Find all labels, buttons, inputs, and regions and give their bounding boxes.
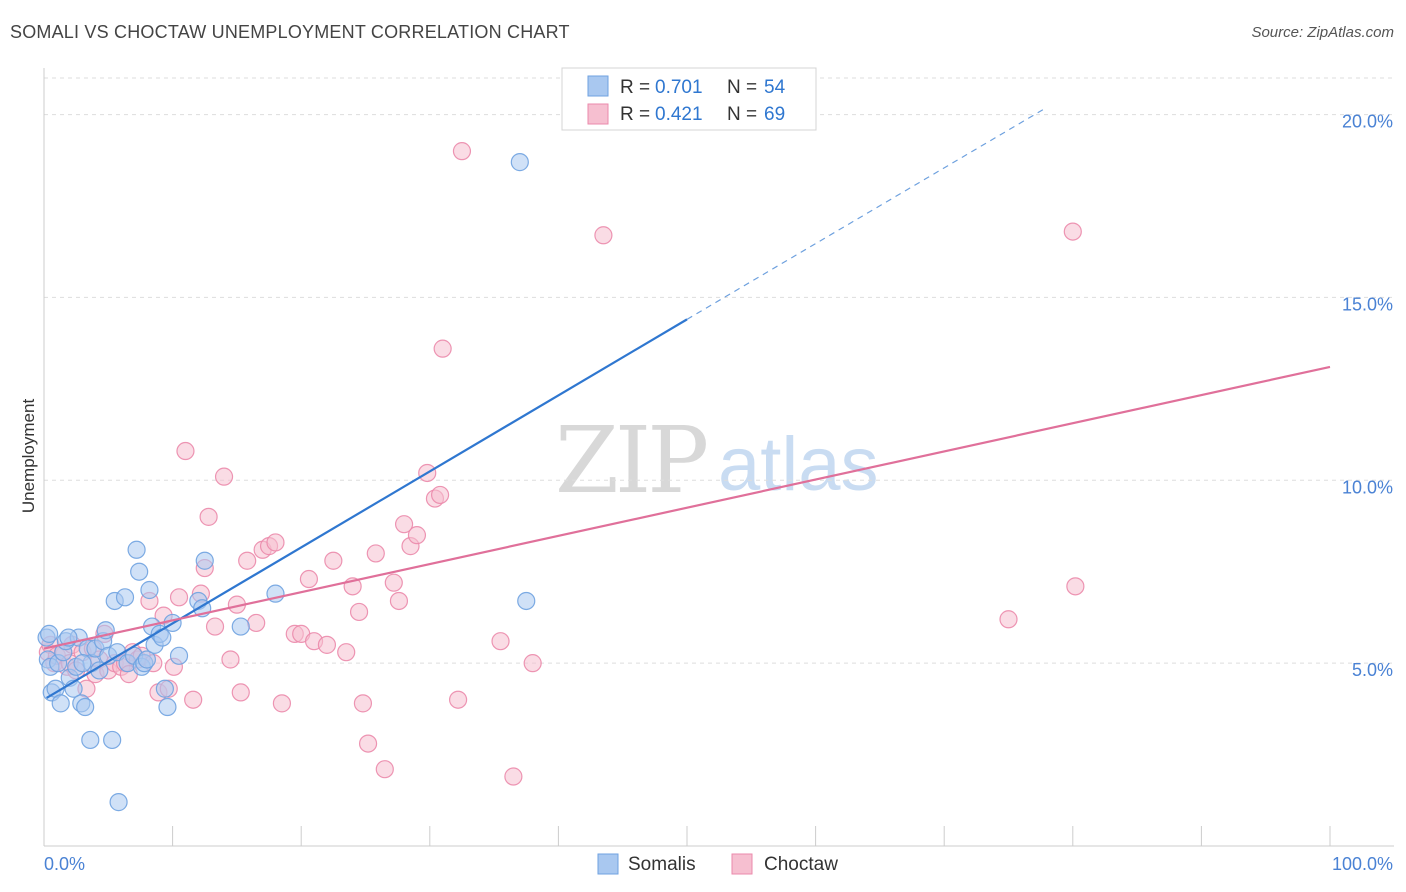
- choctaw-trend-line: [43, 365, 1331, 650]
- choctaw-point: [491, 632, 510, 651]
- somalis-point: [231, 617, 250, 636]
- stats-legend-swatch-choctaw: [587, 103, 609, 125]
- stats-n-label-choctaw: N =: [727, 104, 757, 125]
- stats-legend: R = 0.701 N = 54 R = 0.421 N = 69: [561, 67, 817, 131]
- choctaw-point: [433, 339, 452, 358]
- stats-n-value-somalis: 54: [764, 77, 786, 98]
- somalis-point: [153, 628, 172, 647]
- somalis-point: [73, 654, 92, 673]
- gridlines: [44, 77, 1394, 664]
- choctaw-point: [358, 734, 378, 753]
- y-tick-label: 10.0%: [1342, 477, 1393, 497]
- choctaw-point: [375, 760, 394, 779]
- somalis-trend-extension: [686, 106, 1048, 320]
- choctaw-point: [504, 767, 523, 786]
- choctaw-point: [448, 690, 468, 709]
- choctaw-point: [452, 142, 472, 161]
- choctaw-point: [337, 643, 356, 662]
- legend-label-somalis: Somalis: [628, 854, 696, 875]
- y-tick-label: 20.0%: [1342, 112, 1393, 132]
- trend-lines: [43, 106, 1331, 699]
- chart-title: SOMALI VS CHOCTAW UNEMPLOYMENT CORRELATI…: [10, 22, 570, 42]
- somalis-point: [40, 624, 59, 643]
- choctaw-point: [169, 588, 189, 607]
- watermark-atlas: atlas: [718, 422, 879, 507]
- choctaw-point: [231, 683, 250, 702]
- somalis-point: [90, 661, 109, 680]
- choctaw-point: [214, 467, 234, 486]
- y-axis-tick-labels: 5.0% 10.0% 15.0% 20.0%: [1342, 112, 1393, 681]
- legend-swatch-choctaw: [731, 853, 753, 875]
- somalis-point: [510, 153, 529, 172]
- y-tick-label: 15.0%: [1342, 294, 1393, 314]
- choctaw-point: [199, 507, 218, 526]
- choctaw-point: [523, 654, 542, 673]
- choctaw-point: [1066, 577, 1085, 596]
- somalis-point: [51, 694, 70, 713]
- somalis-point: [127, 540, 146, 559]
- legend-swatch-somalis: [597, 853, 619, 875]
- choctaw-point: [366, 544, 385, 563]
- stats-r-label-somalis: R =: [620, 77, 650, 98]
- choctaw-point: [407, 526, 427, 545]
- choctaw-point: [324, 551, 343, 570]
- stats-n-value-choctaw: 69: [764, 104, 785, 125]
- choctaw-point: [247, 613, 266, 633]
- somalis-point: [103, 730, 122, 750]
- choctaw-point: [205, 617, 225, 636]
- choctaw-point: [299, 569, 319, 589]
- choctaw-point: [384, 573, 403, 592]
- watermark: ZIP atlas: [555, 407, 879, 514]
- choctaw-point: [266, 533, 285, 552]
- choctaw-point: [999, 610, 1018, 629]
- stats-r-label-choctaw: R =: [620, 104, 650, 125]
- somalis-point: [155, 679, 174, 698]
- x-tick-label-max: 100.0%: [1332, 854, 1393, 874]
- somalis-trend-line: [46, 318, 688, 699]
- somalis-point: [195, 551, 214, 570]
- watermark-zip: ZIP: [555, 407, 706, 514]
- stats-n-label-somalis: N =: [727, 77, 757, 98]
- x-axis-ticks: [172, 826, 1331, 846]
- y-tick-label: 5.0%: [1352, 660, 1393, 680]
- y-axis-label: Unemployment: [19, 399, 38, 514]
- somalis-point: [76, 697, 95, 717]
- choctaw-point: [272, 694, 292, 713]
- somalis-point: [81, 730, 100, 750]
- stats-legend-swatch-somalis: [587, 75, 609, 97]
- somalis-point: [137, 650, 156, 669]
- choctaw-point: [389, 591, 409, 611]
- stats-r-value-choctaw: 0.421: [655, 104, 703, 125]
- stats-r-value-somalis: 0.701: [655, 77, 703, 98]
- choctaw-point: [184, 690, 203, 709]
- somalis-point: [517, 591, 536, 611]
- somalis-point: [169, 646, 189, 665]
- choctaw-point: [221, 650, 240, 669]
- somalis-point: [158, 697, 177, 717]
- somalis-point: [140, 580, 159, 600]
- choctaw-point: [394, 515, 414, 534]
- choctaw-point: [317, 635, 337, 654]
- legend-label-choctaw: Choctaw: [764, 854, 838, 875]
- somalis-point: [130, 562, 149, 581]
- choctaw-point: [594, 226, 613, 245]
- choctaw-point: [1063, 222, 1082, 241]
- x-tick-label-min: 0.0%: [44, 854, 85, 874]
- choctaw-point: [430, 485, 450, 505]
- somalis-point: [115, 588, 135, 607]
- somalis-point: [109, 793, 128, 812]
- source-label: Source: ZipAtlas.com: [1251, 24, 1394, 41]
- choctaw-point: [176, 441, 195, 461]
- choctaw-point: [349, 602, 369, 622]
- choctaw-point: [238, 551, 257, 570]
- series-legend: Somalis Choctaw: [597, 853, 838, 875]
- choctaw-point: [353, 694, 373, 713]
